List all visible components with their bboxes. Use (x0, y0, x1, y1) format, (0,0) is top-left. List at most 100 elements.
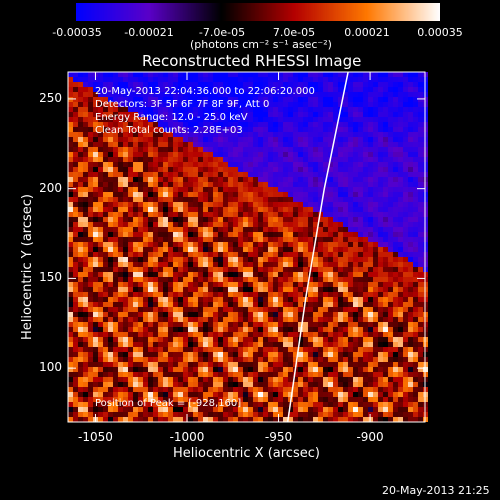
heatmap-cell (293, 182, 298, 187)
heatmap-cell (183, 237, 188, 242)
heatmap-cell (348, 87, 353, 92)
heatmap-cell (163, 327, 168, 332)
heatmap-cell (173, 242, 178, 247)
heatmap-cell (148, 347, 153, 352)
heatmap-cell (188, 97, 193, 102)
heatmap-cell (303, 227, 308, 232)
heatmap-cell (233, 117, 238, 122)
heatmap-cell (158, 407, 163, 412)
heatmap-cell (198, 77, 203, 82)
heatmap-cell (388, 392, 393, 397)
heatmap-cell (393, 397, 398, 402)
heatmap-cell (148, 192, 153, 197)
heatmap-cell (333, 372, 338, 377)
heatmap-cell (73, 237, 78, 242)
heatmap-cell (83, 322, 88, 327)
heatmap-cell (108, 152, 113, 157)
heatmap-cell (198, 382, 203, 387)
heatmap-cell (188, 167, 193, 172)
heatmap-cell (93, 122, 98, 127)
heatmap-cell (348, 207, 353, 212)
heatmap-cell (338, 102, 343, 107)
heatmap-cell (368, 247, 373, 252)
heatmap-cell (298, 182, 303, 187)
heatmap-cell (173, 207, 178, 212)
heatmap-cell (98, 152, 103, 157)
heatmap-cell (88, 162, 93, 167)
heatmap-cell (113, 167, 118, 172)
heatmap-cell (208, 302, 213, 307)
heatmap-cell (123, 182, 128, 187)
heatmap-cell (183, 352, 188, 357)
heatmap-cell (293, 92, 298, 97)
heatmap-cell (328, 117, 333, 122)
heatmap-cell (168, 307, 173, 312)
heatmap-cell (88, 372, 93, 377)
heatmap-cell (323, 357, 328, 362)
heatmap-cell (273, 327, 278, 332)
heatmap-cell (218, 297, 223, 302)
heatmap-cell (318, 332, 323, 337)
heatmap-cell (183, 207, 188, 212)
heatmap-cell (408, 372, 413, 377)
heatmap-cell (178, 187, 183, 192)
heatmap-cell (378, 252, 383, 257)
heatmap-cell (373, 297, 378, 302)
heatmap-cell (258, 142, 263, 147)
heatmap-cell (208, 127, 213, 132)
heatmap-cell (363, 407, 368, 412)
heatmap-cell (213, 292, 218, 297)
heatmap-cell (153, 132, 158, 137)
heatmap-cell (333, 247, 338, 252)
heatmap-cell (378, 142, 383, 147)
heatmap-cell (173, 287, 178, 292)
heatmap-cell (148, 187, 153, 192)
heatmap-cell (213, 172, 218, 177)
heatmap-cell (293, 307, 298, 312)
heatmap-cell (248, 312, 253, 317)
heatmap-cell (348, 322, 353, 327)
heatmap-cell (408, 332, 413, 337)
heatmap-cell (403, 337, 408, 342)
heatmap-cell (343, 147, 348, 152)
heatmap-cell (163, 217, 168, 222)
heatmap-cell (93, 397, 98, 402)
heatmap-cell (133, 372, 138, 377)
heatmap-cell (143, 107, 148, 112)
heatmap-cell (388, 252, 393, 257)
heatmap-cell (238, 302, 243, 307)
heatmap-cell (393, 322, 398, 327)
heatmap-cell (328, 282, 333, 287)
heatmap-cell (263, 117, 268, 122)
heatmap-cell (203, 227, 208, 232)
heatmap-cell (403, 357, 408, 362)
heatmap-cell (368, 187, 373, 192)
heatmap-cell (363, 157, 368, 162)
heatmap-cell (418, 272, 423, 277)
heatmap-cell (193, 267, 198, 272)
heatmap-cell (343, 157, 348, 162)
heatmap-cell (253, 327, 258, 332)
heatmap-cell (358, 197, 363, 202)
heatmap-cell (163, 157, 168, 162)
heatmap-cell (118, 187, 123, 192)
heatmap-cell (328, 127, 333, 132)
heatmap-cell (403, 387, 408, 392)
heatmap-cell (178, 292, 183, 297)
heatmap-cell (288, 347, 293, 352)
heatmap-cell (233, 92, 238, 97)
heatmap-cell (378, 207, 383, 212)
heatmap-cell (188, 362, 193, 367)
heatmap-cell (408, 357, 413, 362)
heatmap-cell (398, 162, 403, 167)
heatmap-cell (378, 402, 383, 407)
heatmap-cell (128, 92, 133, 97)
heatmap-cell (303, 72, 308, 77)
heatmap-cell (93, 232, 98, 237)
heatmap-cell (93, 152, 98, 157)
heatmap-cell (283, 242, 288, 247)
heatmap-cell (143, 272, 148, 277)
heatmap-cell (223, 137, 228, 142)
heatmap-cell (173, 147, 178, 152)
heatmap-cell (238, 332, 243, 337)
